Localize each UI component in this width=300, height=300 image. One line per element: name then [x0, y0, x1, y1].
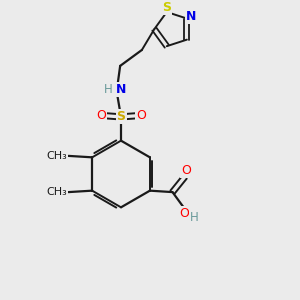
Text: H: H	[190, 211, 199, 224]
Text: S: S	[162, 1, 171, 14]
Text: O: O	[179, 207, 189, 220]
Text: O: O	[96, 109, 106, 122]
Text: O: O	[181, 164, 191, 177]
Text: H: H	[103, 82, 112, 96]
Text: CH₃: CH₃	[46, 151, 67, 161]
Text: N: N	[186, 10, 196, 23]
Text: N: N	[116, 83, 126, 97]
Text: O: O	[136, 109, 146, 122]
Text: CH₃: CH₃	[46, 187, 67, 197]
Text: S: S	[116, 110, 125, 123]
